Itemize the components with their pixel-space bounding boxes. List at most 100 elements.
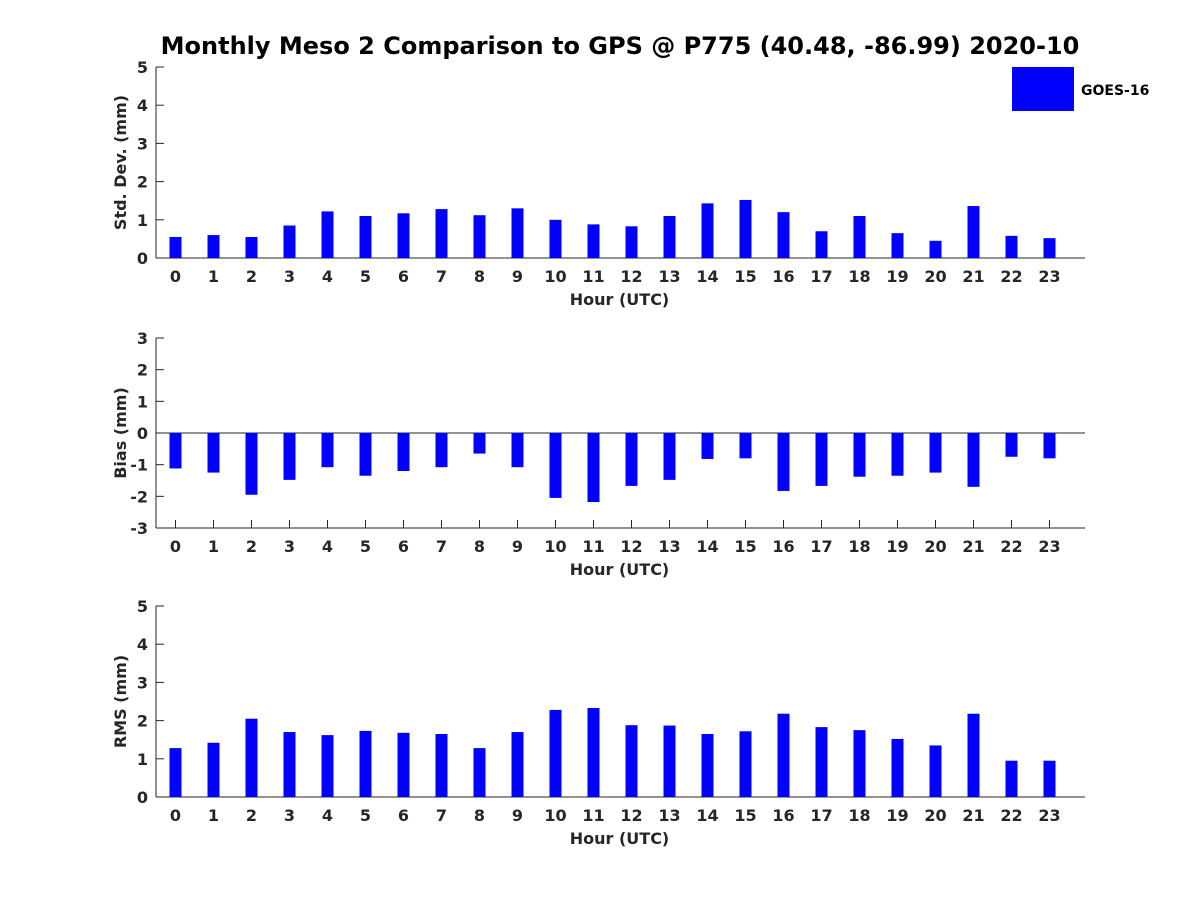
x-tick-label: 8 <box>474 537 485 556</box>
y-tick-label: 2 <box>137 173 148 192</box>
y-tick-label: 5 <box>137 58 148 77</box>
x-tick-label: 19 <box>886 537 908 556</box>
x-tick-label: 20 <box>924 806 946 825</box>
x-tick-label: 7 <box>436 806 447 825</box>
bar-2 <box>245 718 258 797</box>
bar-10 <box>549 433 562 498</box>
bar-14 <box>701 203 714 258</box>
bar-16 <box>777 713 790 797</box>
bar-6 <box>397 433 410 471</box>
bar-20 <box>929 433 942 473</box>
x-tick-label: 11 <box>582 806 604 825</box>
bar-3 <box>283 225 296 258</box>
x-tick-label: 20 <box>924 537 946 556</box>
bar-8 <box>473 748 486 797</box>
bar-6 <box>397 213 410 258</box>
bar-11 <box>587 433 600 503</box>
x-tick-label: 4 <box>322 806 333 825</box>
x-tick-label: 18 <box>848 267 870 286</box>
bar-15 <box>739 433 752 459</box>
y-axis-label: Bias (mm) <box>111 387 130 479</box>
x-tick-label: 3 <box>284 537 295 556</box>
bar-17 <box>815 727 828 797</box>
bar-5 <box>359 730 372 797</box>
x-tick-label: 11 <box>582 267 604 286</box>
bar-8 <box>473 215 486 258</box>
legend-swatch <box>1012 67 1074 111</box>
y-tick-label: 4 <box>137 635 148 654</box>
bar-3 <box>283 433 296 480</box>
bar-8 <box>473 433 486 454</box>
bar-11 <box>587 707 600 797</box>
y-tick-label: 3 <box>137 329 148 348</box>
x-tick-label: 21 <box>962 537 984 556</box>
x-tick-label: 22 <box>1000 806 1022 825</box>
x-tick-label: 10 <box>544 537 566 556</box>
x-axis-label: Hour (UTC) <box>570 290 670 309</box>
x-tick-label: 0 <box>170 267 181 286</box>
bar-10 <box>549 709 562 797</box>
x-tick-label: 14 <box>696 537 718 556</box>
x-tick-label: 17 <box>810 806 832 825</box>
x-tick-label: 21 <box>962 806 984 825</box>
x-tick-label: 6 <box>398 537 409 556</box>
x-tick-label: 0 <box>170 537 181 556</box>
x-tick-label: 16 <box>772 267 794 286</box>
x-tick-label: 23 <box>1038 537 1060 556</box>
x-tick-label: 23 <box>1038 806 1060 825</box>
x-tick-label: 11 <box>582 537 604 556</box>
x-tick-label: 5 <box>360 267 371 286</box>
x-tick-label: 18 <box>848 537 870 556</box>
bar-7 <box>435 433 448 468</box>
x-tick-label: 19 <box>886 806 908 825</box>
x-tick-label: 4 <box>322 537 333 556</box>
bar-13 <box>663 725 676 797</box>
y-tick-label: 2 <box>137 361 148 380</box>
x-tick-label: 9 <box>512 267 523 286</box>
bar-16 <box>777 212 790 258</box>
bar-5 <box>359 433 372 476</box>
bar-4 <box>321 211 334 258</box>
x-tick-label: 13 <box>658 267 680 286</box>
bar-22 <box>1005 433 1018 457</box>
x-tick-label: 7 <box>436 267 447 286</box>
x-tick-label: 23 <box>1038 267 1060 286</box>
bar-21 <box>967 433 980 487</box>
y-tick-label: 1 <box>137 392 148 411</box>
y-tick-label: 3 <box>137 673 148 692</box>
bar-10 <box>549 219 562 258</box>
bar-5 <box>359 215 372 258</box>
y-tick-label: 5 <box>137 597 148 616</box>
bar-12 <box>625 725 638 797</box>
y-axis-label: RMS (mm) <box>111 655 130 748</box>
bar-18 <box>853 433 866 477</box>
bar-22 <box>1005 235 1018 258</box>
x-tick-label: 0 <box>170 806 181 825</box>
x-tick-label: 13 <box>658 537 680 556</box>
x-tick-label: 19 <box>886 267 908 286</box>
x-tick-label: 5 <box>360 537 371 556</box>
bar-19 <box>891 738 904 797</box>
x-tick-label: 22 <box>1000 537 1022 556</box>
x-tick-label: 5 <box>360 806 371 825</box>
x-tick-label: 17 <box>810 537 832 556</box>
x-tick-label: 13 <box>658 806 680 825</box>
bar-21 <box>967 713 980 797</box>
x-tick-label: 14 <box>696 806 718 825</box>
bar-2 <box>245 236 258 258</box>
bar-19 <box>891 233 904 258</box>
y-tick-label: 4 <box>137 96 148 115</box>
chart-title: Monthly Meso 2 Comparison to GPS @ P775 … <box>161 32 1080 60</box>
bar-9 <box>511 208 524 258</box>
bar-12 <box>625 226 638 258</box>
y-tick-label: 1 <box>137 750 148 769</box>
x-tick-label: 22 <box>1000 267 1022 286</box>
bar-14 <box>701 433 714 459</box>
y-tick-label: 0 <box>137 424 148 443</box>
x-axis-label: Hour (UTC) <box>570 829 670 848</box>
x-tick-label: 21 <box>962 267 984 286</box>
bar-0 <box>169 748 182 797</box>
bar-11 <box>587 224 600 258</box>
